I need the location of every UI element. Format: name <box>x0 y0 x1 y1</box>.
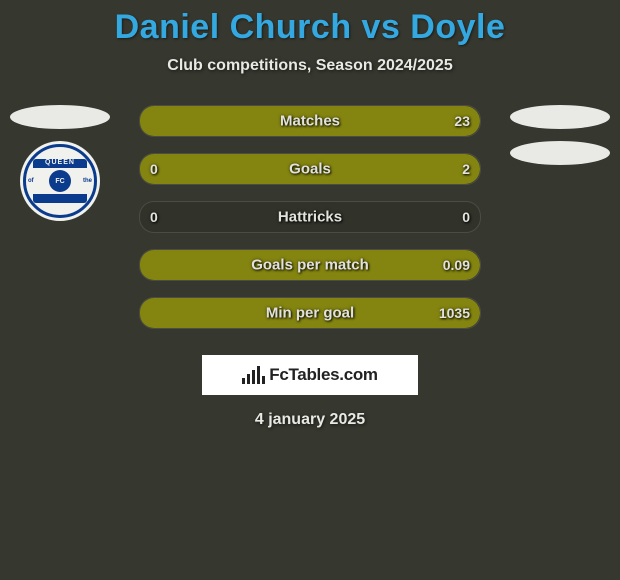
player-right-column <box>510 105 610 165</box>
crest-top-text: QUEEN <box>33 159 87 166</box>
stat-value-right: 2 <box>462 161 470 177</box>
stat-label: Hattricks <box>278 209 342 226</box>
stat-value-right: 1035 <box>439 305 470 321</box>
footer-date: 4 january 2025 <box>255 411 365 429</box>
stat-value-left: 0 <box>150 209 158 225</box>
player-left-placeholder-icon <box>10 105 110 129</box>
stat-value-right: 0.09 <box>443 257 470 273</box>
stat-row: Min per goal 1035 <box>139 297 481 329</box>
club-crest-left: QUEEN SOUTH of the FC <box>20 141 100 221</box>
branding-box[interactable]: FcTables.com <box>202 355 418 395</box>
stat-row: Matches 23 <box>139 105 481 137</box>
stat-label: Min per goal <box>266 305 354 322</box>
comparison-card: Daniel Church vs Doyle Club competitions… <box>0 0 620 580</box>
page-subtitle: Club competitions, Season 2024/2025 <box>167 57 452 75</box>
stat-label: Goals per match <box>251 257 369 274</box>
crest-right-text: the <box>83 178 92 184</box>
player-right-placeholder-icon <box>510 105 610 129</box>
stat-row: Goals per match 0.09 <box>139 249 481 281</box>
crest-bottom-text: SOUTH <box>33 196 87 203</box>
stat-value-left: 0 <box>150 161 158 177</box>
club-right-placeholder-icon <box>510 141 610 165</box>
bar-chart-icon <box>242 366 265 384</box>
stat-label: Goals <box>289 161 331 178</box>
stat-label: Matches <box>280 113 340 130</box>
branding-text: FcTables.com <box>269 365 378 385</box>
stat-value-right: 0 <box>462 209 470 225</box>
page-title: Daniel Church vs Doyle <box>115 8 506 47</box>
stat-row: 0 Hattricks 0 <box>139 201 481 233</box>
stat-value-right: 23 <box>454 113 470 129</box>
crest-center-text: FC <box>49 170 71 192</box>
compare-area: QUEEN SOUTH of the FC Matches 23 0 Goals 2 0 H… <box>0 105 620 329</box>
stat-row: 0 Goals 2 <box>139 153 481 185</box>
player-left-column: QUEEN SOUTH of the FC <box>10 105 110 221</box>
crest-left-text: of <box>28 178 34 184</box>
